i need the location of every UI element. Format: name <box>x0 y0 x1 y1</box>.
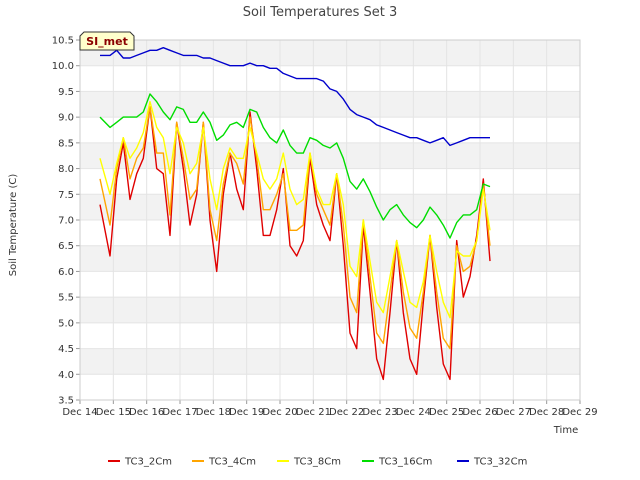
plot-band <box>80 40 580 66</box>
series-line-tc3_8cm <box>99 100 491 319</box>
x-tick-label: Dec 16 <box>129 407 164 418</box>
y-tick-label: 9.5 <box>58 87 74 98</box>
y-tick-label: 6.0 <box>58 267 74 278</box>
plot-band <box>80 91 580 118</box>
x-tick-label: Dec 19 <box>229 407 264 418</box>
y-tick-label: 5.5 <box>58 293 74 304</box>
y-tick-label: 5.0 <box>58 318 74 329</box>
x-tick-label: Dec 29 <box>562 407 597 418</box>
y-tick-label: 3.5 <box>58 396 74 407</box>
legend-item-tc3_8cm: TC3_8Cm <box>277 457 341 468</box>
legend-label: TC3_16Cm <box>378 457 432 468</box>
legend-item-tc3_4cm: TC3_4Cm <box>192 457 256 468</box>
x-tick-label: Dec 15 <box>96 407 131 418</box>
plot-band <box>80 194 580 220</box>
y-tick-label: 7.0 <box>58 216 74 227</box>
series-line-tc3_2cm <box>99 106 491 381</box>
y-tick-label: 8.5 <box>58 138 74 149</box>
y-axis-label: Soil Temperature (C) <box>8 174 19 277</box>
x-axis-label: Time <box>553 425 578 436</box>
y-tick-labels: 3.5 4.0 4.5 5.0 5.5 6.0 6.5 7.0 7.5 8.0 8.5 9.0 9.5 1… <box>52 36 74 407</box>
y-tick-label: 9.0 <box>58 113 74 124</box>
y-tick-label: 4.0 <box>58 370 74 381</box>
legend-item-tc3_2cm: TC3_2Cm <box>108 457 172 468</box>
axes <box>79 39 581 401</box>
x-tick-label: Dec 22 <box>329 407 364 418</box>
x-tick-label: Dec 24 <box>396 407 431 418</box>
x-tick-label: Dec 14 <box>62 407 97 418</box>
x-tick-label: Dec 20 <box>262 407 297 418</box>
site-badge: SI_met <box>79 31 135 51</box>
x-tick-label: Dec 21 <box>296 407 331 418</box>
plot-bands <box>80 40 580 375</box>
legend-label: TC3_32Cm <box>473 457 527 468</box>
y-tick-label: 10.0 <box>52 61 74 72</box>
plot-frame <box>79 39 581 401</box>
series-line-tc3_16cm <box>99 93 491 239</box>
series-line-tc3_4cm <box>99 106 491 350</box>
plot-band <box>80 245 580 272</box>
legend-label: TC3_8Cm <box>293 457 341 468</box>
y-tick-label: 6.5 <box>58 241 74 252</box>
site-badge-box <box>79 31 135 51</box>
x-tick-label: Dec 25 <box>429 407 464 418</box>
plot-band <box>80 297 580 323</box>
series-line-tc3_32cm <box>100 47 490 147</box>
legend-item-tc3_32cm: TC3_32Cm <box>457 457 527 468</box>
series-group <box>99 47 491 381</box>
y-tick-label: 7.5 <box>58 190 74 201</box>
y-tick-label: 10.5 <box>52 36 74 47</box>
y-tick-label: 4.5 <box>58 344 74 355</box>
x-tick-label: Dec 23 <box>362 407 397 418</box>
site-badge-label: SI_met <box>86 35 128 48</box>
legend-label: TC3_2Cm <box>124 457 172 468</box>
legend-label: TC3_4Cm <box>208 457 256 468</box>
x-tick-label: Dec 26 <box>462 407 497 418</box>
x-tick-label: Dec 27 <box>496 407 531 418</box>
y-tick-label: 8.0 <box>58 164 74 175</box>
legend: TC3_2Cm TC3_4Cm TC3_8Cm TC3_16Cm TC3_32Cm <box>108 457 527 468</box>
plot-band <box>80 348 580 375</box>
x-tick-label: Dec 28 <box>529 407 564 418</box>
x-tick-label: Dec 17 <box>162 407 197 418</box>
x-tick-label: Dec 18 <box>196 407 231 418</box>
legend-item-tc3_16cm: TC3_16Cm <box>362 457 432 468</box>
chart-title: Soil Temperatures Set 3 <box>243 5 398 20</box>
